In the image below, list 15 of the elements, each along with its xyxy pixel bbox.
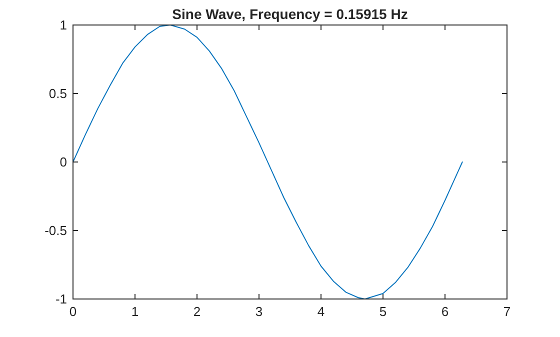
x-tick-label: 6 <box>441 304 449 319</box>
x-tick-label: 4 <box>317 304 325 319</box>
x-tick-label: 2 <box>193 304 201 319</box>
x-tick-label: 0 <box>69 304 77 319</box>
y-tick-label: -0.5 <box>44 223 67 238</box>
x-tick-label: 7 <box>503 304 511 319</box>
y-tick-label: 0.5 <box>48 86 67 101</box>
y-tick-label: 1 <box>60 18 67 32</box>
x-tick-label: 3 <box>255 304 263 319</box>
y-tick-label: 0 <box>60 154 67 170</box>
x-tick-label: 5 <box>379 304 387 319</box>
chart-title: Sine Wave, Frequency = 0.15915 Hz <box>172 6 408 22</box>
y-tick-label: -1 <box>55 292 67 306</box>
x-tick-label: 1 <box>131 304 139 319</box>
line-series <box>72 24 463 300</box>
